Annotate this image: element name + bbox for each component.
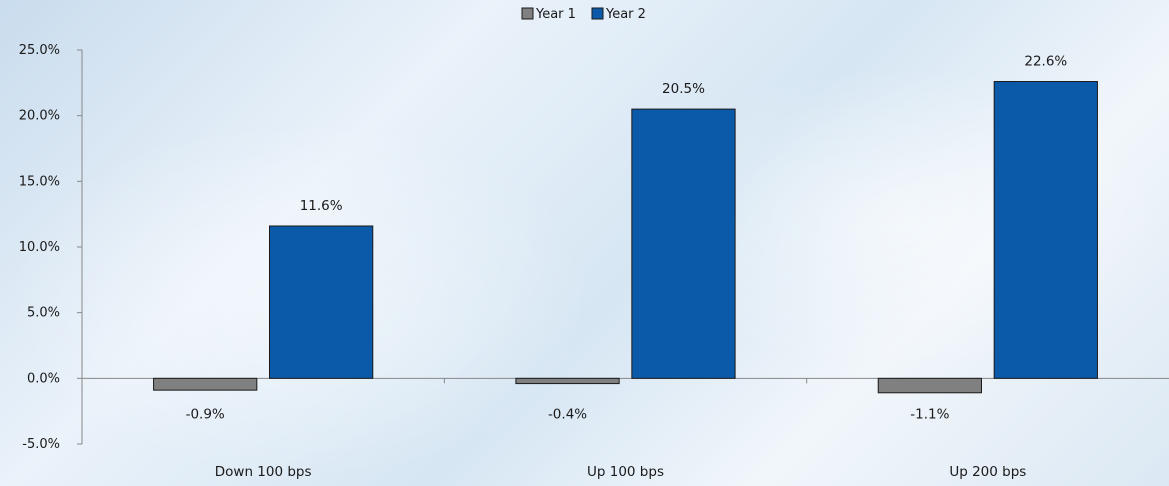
x-tick-label: Down 100 bps xyxy=(215,464,312,480)
data-label: 22.6% xyxy=(1024,54,1067,70)
data-label: -0.9% xyxy=(186,406,225,422)
bar-year-2 xyxy=(269,225,374,379)
y-tick-label: 20.0% xyxy=(19,109,60,124)
legend-label: Year 1 xyxy=(535,7,576,22)
legend-swatch xyxy=(591,7,604,20)
x-tick-label: Up 100 bps xyxy=(587,464,664,480)
data-label: -1.1% xyxy=(910,406,949,422)
bar-year-2 xyxy=(631,108,736,379)
bar-year-2 xyxy=(993,81,1098,379)
y-tick-label: 15.0% xyxy=(19,174,60,189)
y-tick-label: -5.0% xyxy=(22,437,60,452)
data-label: 11.6% xyxy=(300,198,343,214)
bar-year-1 xyxy=(515,377,620,385)
x-tick-label: Up 200 bps xyxy=(949,464,1026,480)
y-tick-label: 5.0% xyxy=(27,306,60,321)
data-label: 20.5% xyxy=(662,81,705,97)
y-tick-label: 0.0% xyxy=(27,371,60,386)
y-tick-label: 10.0% xyxy=(19,240,60,255)
legend-label: Year 2 xyxy=(605,7,646,22)
data-label: -0.4% xyxy=(548,406,587,422)
legend-swatch xyxy=(521,7,534,20)
bar-year-1 xyxy=(877,377,982,394)
bar-year-1 xyxy=(153,377,258,391)
y-tick-label: 25.0% xyxy=(19,43,60,58)
